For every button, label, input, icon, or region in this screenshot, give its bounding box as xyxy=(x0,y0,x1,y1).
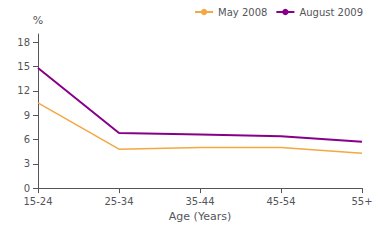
svg-text:Age (Years): Age (Years) xyxy=(169,210,231,223)
svg-text:6: 6 xyxy=(24,134,30,145)
svg-text:May 2008: May 2008 xyxy=(218,7,267,18)
svg-text:25-34: 25-34 xyxy=(104,196,133,207)
svg-text:15: 15 xyxy=(17,61,30,72)
svg-text:45-54: 45-54 xyxy=(266,196,295,207)
svg-text:12: 12 xyxy=(17,85,30,96)
svg-text:9: 9 xyxy=(24,110,30,121)
svg-text:35-44: 35-44 xyxy=(185,196,214,207)
svg-text:August 2009: August 2009 xyxy=(299,7,363,18)
svg-text:%: % xyxy=(33,14,43,27)
svg-text:3: 3 xyxy=(24,158,30,169)
svg-text:55+: 55+ xyxy=(351,196,372,207)
svg-text:0: 0 xyxy=(24,183,30,194)
svg-text:15-24: 15-24 xyxy=(23,196,52,207)
svg-text:18: 18 xyxy=(17,37,30,48)
